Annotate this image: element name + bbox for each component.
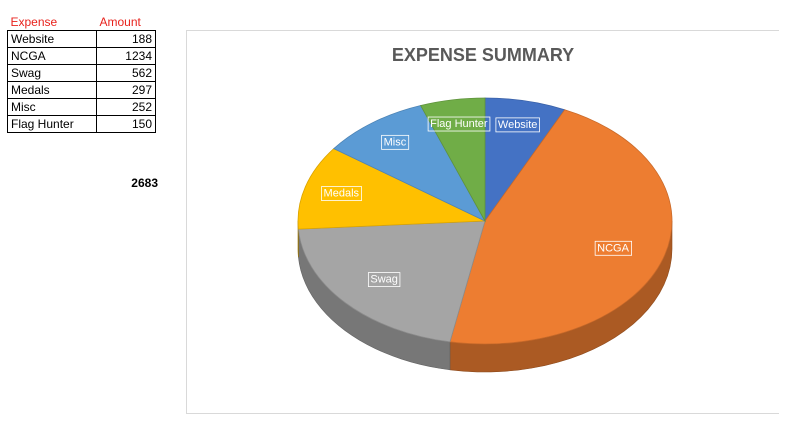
header-cell[interactable]: Expense <box>7 14 97 31</box>
data-label-box <box>594 240 632 256</box>
pie-slice-swag <box>297 220 486 343</box>
chart-area[interactable]: EXPENSE SUMMARY Website NCGA Swag Medals Mis… <box>186 30 779 414</box>
pie-slice-ncga <box>449 109 673 345</box>
table-row: Misc 252 <box>7 98 156 116</box>
pie-chart: Website NCGA Swag Medals Misc Flag Hunter <box>297 97 673 373</box>
chart-title: EXPENSE SUMMARY <box>391 45 575 65</box>
data-label-box <box>321 186 362 201</box>
data-label-ncga: NCGA <box>597 242 629 254</box>
expense-cell[interactable]: Medals <box>7 81 97 99</box>
data-label-flag-hunter: Flag Hunter <box>430 118 488 130</box>
data-label-box <box>427 116 491 132</box>
table-row: Swag 562 <box>7 64 156 82</box>
pie-slice-medals <box>297 148 486 230</box>
table-row: Website 188 <box>7 30 156 48</box>
table-row: NCGA 1234 <box>7 47 156 65</box>
data-label-box <box>367 272 401 287</box>
expense-cell[interactable]: Website <box>7 30 97 48</box>
amount-cell[interactable]: 562 <box>96 64 156 82</box>
data-label-misc: Misc <box>384 136 407 148</box>
header-cell[interactable]: Amount <box>96 14 156 31</box>
amount-cell[interactable]: 150 <box>96 115 156 133</box>
data-label-medals: Medals <box>324 188 360 200</box>
amount-cell[interactable]: 188 <box>96 30 156 48</box>
pie-slice-misc <box>333 105 486 222</box>
data-label-box <box>381 134 410 150</box>
table-row: Medals 297 <box>7 81 156 99</box>
amount-cell[interactable]: 297 <box>96 81 156 99</box>
table-header-row: Expense Amount <box>7 14 156 31</box>
expense-cell[interactable]: NCGA <box>7 47 97 65</box>
data-label-website: Website <box>498 119 538 131</box>
amount-cell[interactable]: 1234 <box>96 47 156 65</box>
pie-slice-flag-hunter <box>420 97 486 223</box>
data-label-box <box>495 117 540 133</box>
expense-cell[interactable]: Flag Hunter <box>7 115 97 133</box>
amount-cell[interactable]: 252 <box>96 98 156 116</box>
total-amount: 2683 <box>131 176 158 190</box>
data-label-swag: Swag <box>370 274 398 286</box>
expense-table: Expense Amount Website 188 NCGA 1234 Swag 562 Me… <box>7 14 156 133</box>
expense-cell[interactable]: Misc <box>7 98 97 116</box>
table-row: Flag Hunter 150 <box>7 115 156 133</box>
expense-cell[interactable]: Swag <box>7 64 97 82</box>
